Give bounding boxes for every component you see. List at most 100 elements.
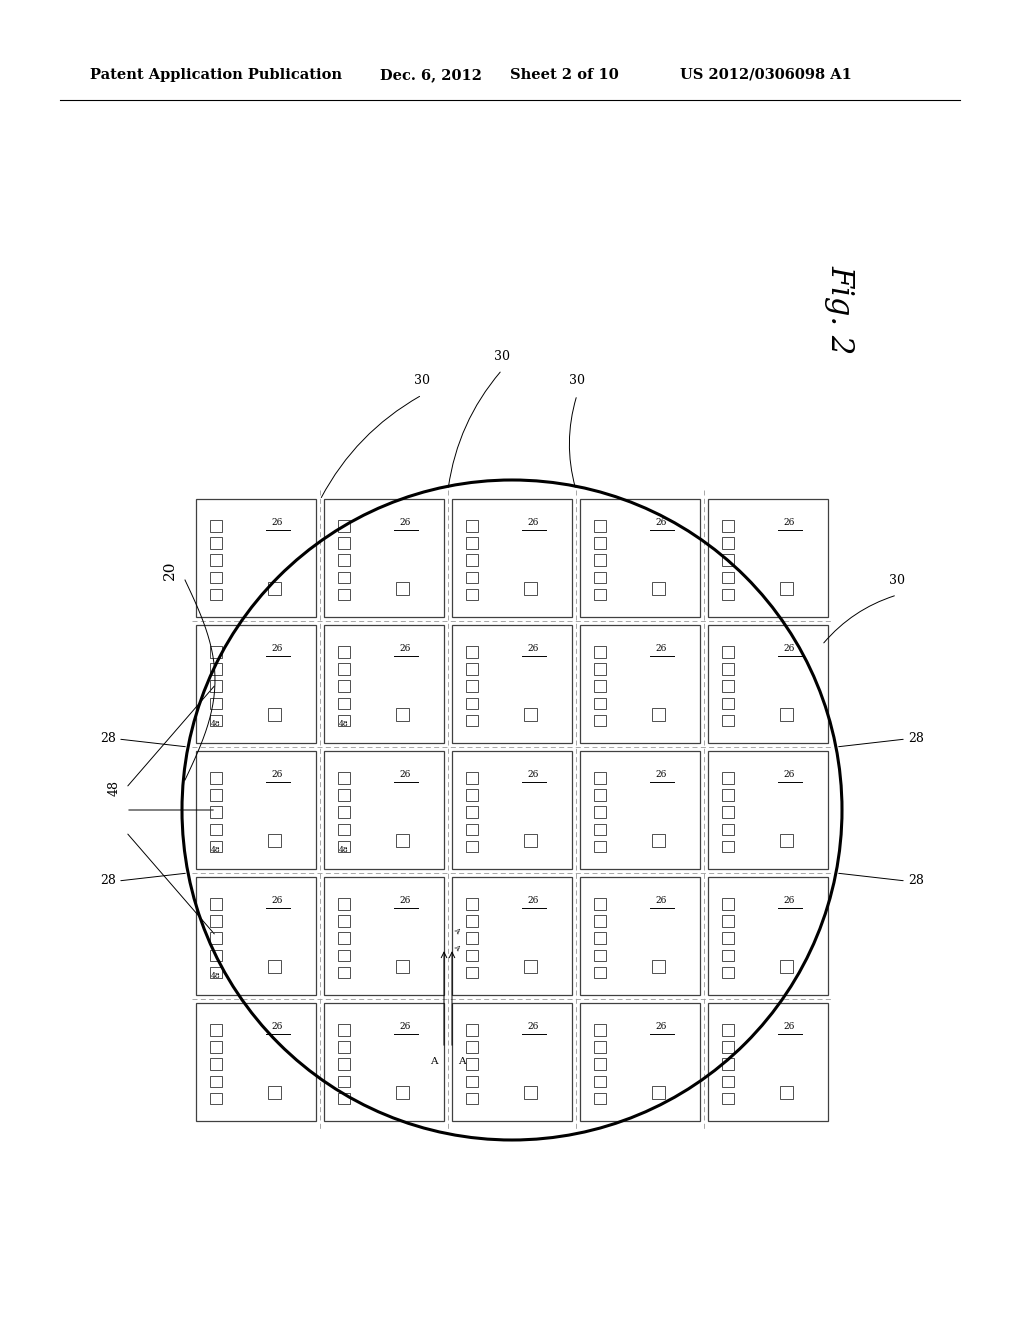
Bar — [196, 624, 316, 743]
Bar — [452, 624, 572, 743]
Text: 48: 48 — [211, 721, 221, 729]
Bar — [338, 572, 350, 583]
Bar — [594, 520, 606, 532]
Bar — [466, 589, 478, 601]
Bar — [324, 624, 444, 743]
Bar — [594, 554, 606, 566]
Bar — [524, 834, 538, 846]
Text: 30: 30 — [889, 574, 905, 587]
Text: 26: 26 — [784, 770, 796, 779]
Bar — [338, 841, 350, 853]
Bar — [210, 714, 222, 726]
Bar — [722, 949, 734, 961]
Bar — [652, 708, 666, 721]
Bar — [338, 966, 350, 978]
Bar — [196, 1003, 316, 1121]
Bar — [466, 697, 478, 709]
Bar — [594, 1041, 606, 1053]
Bar — [338, 697, 350, 709]
Bar — [338, 520, 350, 532]
Bar — [580, 1003, 700, 1121]
Bar — [466, 647, 478, 657]
Bar — [594, 1059, 606, 1071]
Text: 26: 26 — [272, 770, 284, 779]
Text: 26: 26 — [400, 770, 412, 779]
Bar — [210, 772, 222, 784]
Bar — [210, 915, 222, 927]
Bar — [580, 499, 700, 616]
Text: 26: 26 — [656, 896, 668, 906]
Text: 26: 26 — [656, 770, 668, 779]
Text: 26: 26 — [528, 896, 540, 906]
Text: 26: 26 — [272, 1022, 284, 1031]
Text: 26: 26 — [400, 896, 412, 906]
Bar — [524, 1085, 538, 1098]
Bar — [338, 915, 350, 927]
Text: US 2012/0306098 A1: US 2012/0306098 A1 — [680, 69, 852, 82]
Bar — [594, 932, 606, 944]
Bar — [722, 789, 734, 801]
Bar — [594, 572, 606, 583]
Bar — [594, 966, 606, 978]
Bar — [338, 1059, 350, 1071]
Bar — [722, 697, 734, 709]
Bar — [580, 624, 700, 743]
Bar — [466, 807, 478, 818]
Bar — [268, 960, 282, 973]
Text: A: A — [452, 925, 461, 935]
Bar — [466, 915, 478, 927]
Bar — [708, 624, 828, 743]
Text: 26: 26 — [400, 644, 412, 653]
Bar — [466, 681, 478, 692]
Bar — [524, 708, 538, 721]
Bar — [338, 772, 350, 784]
Bar — [580, 876, 700, 995]
Bar — [338, 789, 350, 801]
Bar — [338, 824, 350, 836]
Bar — [466, 1024, 478, 1036]
Bar — [722, 664, 734, 675]
Bar — [722, 1076, 734, 1086]
Bar — [594, 697, 606, 709]
Bar — [210, 537, 222, 549]
Text: 26: 26 — [656, 519, 668, 527]
Bar — [780, 708, 794, 721]
Bar — [708, 751, 828, 869]
Bar — [466, 1059, 478, 1071]
Bar — [324, 1003, 444, 1121]
Bar — [210, 1076, 222, 1086]
Bar — [338, 949, 350, 961]
Bar — [708, 876, 828, 995]
Bar — [338, 1093, 350, 1104]
Bar — [268, 1085, 282, 1098]
Bar — [708, 1003, 828, 1121]
Bar — [324, 499, 444, 616]
Text: 28: 28 — [100, 874, 116, 887]
Bar — [594, 1093, 606, 1104]
Bar — [210, 789, 222, 801]
Text: 26: 26 — [272, 644, 284, 653]
Bar — [452, 1003, 572, 1121]
Bar — [210, 898, 222, 909]
Text: A: A — [452, 944, 461, 953]
Bar — [594, 772, 606, 784]
Bar — [466, 898, 478, 909]
Bar — [594, 647, 606, 657]
Text: 26: 26 — [272, 896, 284, 906]
Bar — [594, 537, 606, 549]
Bar — [466, 1076, 478, 1086]
Bar — [594, 664, 606, 675]
Text: 26: 26 — [784, 519, 796, 527]
Bar — [210, 554, 222, 566]
Bar — [466, 714, 478, 726]
Bar — [338, 898, 350, 909]
Bar — [210, 589, 222, 601]
Text: 30: 30 — [414, 375, 430, 388]
Bar — [338, 681, 350, 692]
Bar — [196, 499, 316, 616]
Bar — [210, 681, 222, 692]
Text: Patent Application Publication: Patent Application Publication — [90, 69, 342, 82]
Bar — [594, 1076, 606, 1086]
Bar — [338, 1024, 350, 1036]
Text: A: A — [459, 1057, 466, 1067]
